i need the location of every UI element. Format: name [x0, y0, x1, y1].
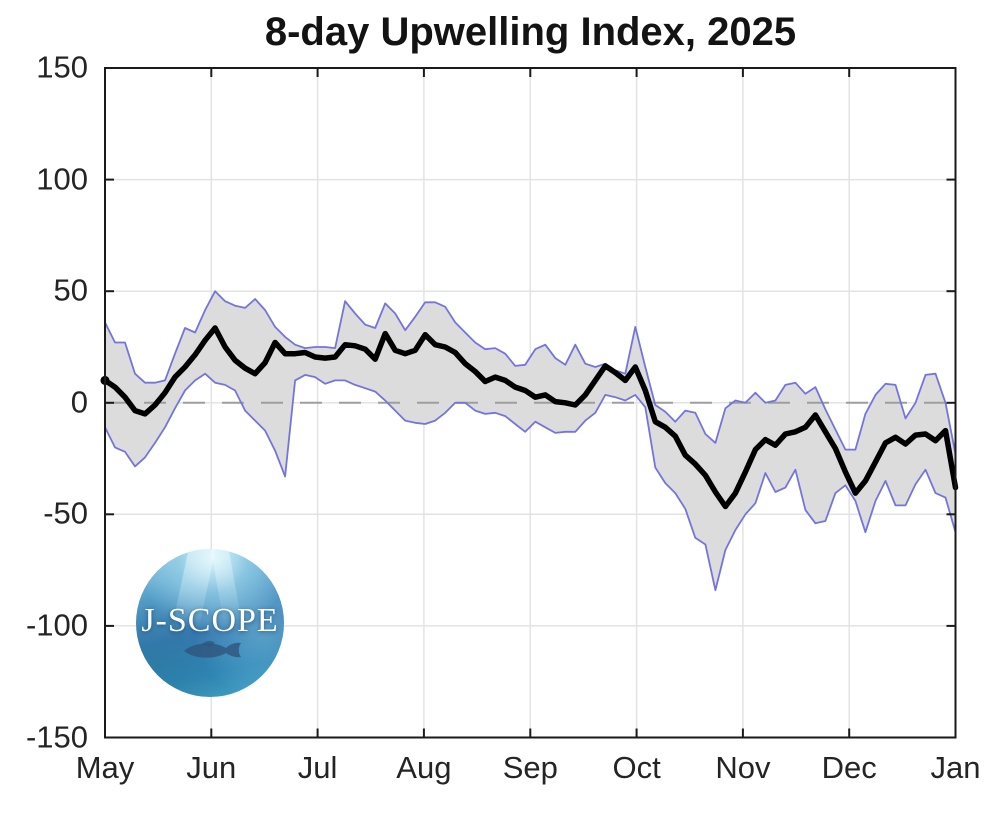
tick-marks [104, 67, 957, 739]
x-tick-label: Jun [186, 750, 237, 785]
uncertainty-band [105, 291, 956, 591]
x-tick-label: Jul [297, 750, 338, 785]
fish-icon [184, 640, 242, 658]
logo-text: J-SCOPE [141, 602, 279, 639]
x-tick-label: Oct [612, 750, 661, 785]
y-tick-label: -100 [25, 607, 88, 643]
x-tick-label: Nov [715, 750, 771, 785]
x-tick-label: Jan [930, 750, 981, 785]
x-tick-label: Dec [821, 750, 877, 785]
y-tick-label: 100 [36, 160, 88, 196]
y-tick-label: 50 [53, 272, 88, 308]
bound-lines [104, 290, 957, 592]
chart-title: 8-day Upwelling Index, 2025 [264, 10, 797, 54]
jscope-logo: J-SCOPE [136, 549, 284, 697]
x-tick-label: May [75, 750, 135, 785]
y-tick-label: 0 [70, 384, 88, 420]
x-tick-label: Sep [502, 750, 558, 785]
y-tick-label: -150 [25, 718, 88, 754]
y-tick-label: 150 [36, 49, 88, 85]
x-tick-label: Aug [396, 750, 452, 785]
y-tick-label: -50 [43, 495, 88, 531]
